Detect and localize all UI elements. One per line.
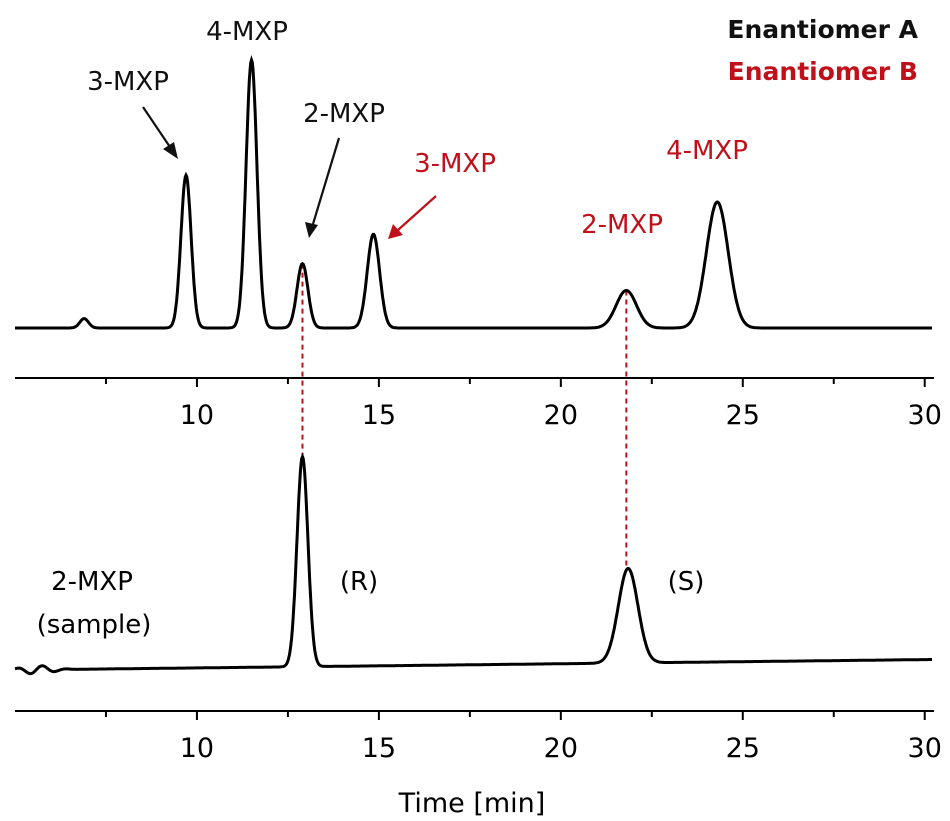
x-tick-label: 30 bbox=[908, 733, 942, 764]
sample-label-line1: 2-MXP bbox=[51, 567, 133, 597]
retention-time-links bbox=[301, 263, 628, 569]
peak-label-3-mxp-b: 3-MXP bbox=[414, 149, 496, 179]
legend-enantiomer-b: Enantiomer B bbox=[728, 57, 918, 86]
peak-label-4-mxp-b: 4-MXP bbox=[666, 136, 748, 166]
peak-label-2-mxp-a: 2-MXP bbox=[303, 99, 385, 129]
arrow-to-3-mxp-b bbox=[388, 195, 437, 239]
x-tick-label: 15 bbox=[362, 733, 396, 764]
bottom-x-ticks bbox=[104, 711, 926, 720]
x-axis-title: Time [min] bbox=[398, 788, 546, 819]
x-tick-label: 25 bbox=[726, 400, 760, 431]
peak-label-r: (R) bbox=[340, 567, 378, 597]
x-tick-label: 30 bbox=[908, 400, 942, 431]
top-x-tick-labels: 10 15 20 25 30 bbox=[180, 400, 942, 431]
x-tick-label: 15 bbox=[362, 400, 396, 431]
x-tick-label: 20 bbox=[544, 400, 578, 431]
top-chromatogram-panel: 10 15 20 25 30 3-MXP 4-MXP 2-MXP 3-MXP 2-MXP… bbox=[15, 17, 942, 431]
peak-label-2-mxp-b: 2-MXP bbox=[581, 210, 663, 240]
top-chromatogram-trace bbox=[15, 54, 932, 330]
x-tick-label: 10 bbox=[180, 400, 214, 431]
x-tick-label: 10 bbox=[180, 733, 214, 764]
legend-enantiomer-a: Enantiomer A bbox=[727, 15, 918, 44]
peak-label-4-mxp-a: 4-MXP bbox=[206, 17, 288, 47]
sample-label-line2: (sample) bbox=[37, 610, 152, 640]
top-x-ticks bbox=[104, 378, 926, 387]
arrow-to-2-mxp-a bbox=[305, 137, 341, 238]
peak-label-3-mxp-a: 3-MXP bbox=[87, 67, 169, 97]
x-tick-label: 20 bbox=[544, 733, 578, 764]
bottom-chromatogram-trace bbox=[14, 452, 932, 676]
x-tick-label: 25 bbox=[726, 733, 760, 764]
bottom-chromatogram-panel: 10 15 20 25 30 2-MXP (sample) (R) (S) Time [… bbox=[14, 452, 942, 819]
bottom-x-tick-labels: 10 15 20 25 30 bbox=[180, 733, 942, 764]
arrow-to-3-mxp-a bbox=[142, 106, 178, 159]
peak-label-s: (S) bbox=[668, 567, 705, 597]
